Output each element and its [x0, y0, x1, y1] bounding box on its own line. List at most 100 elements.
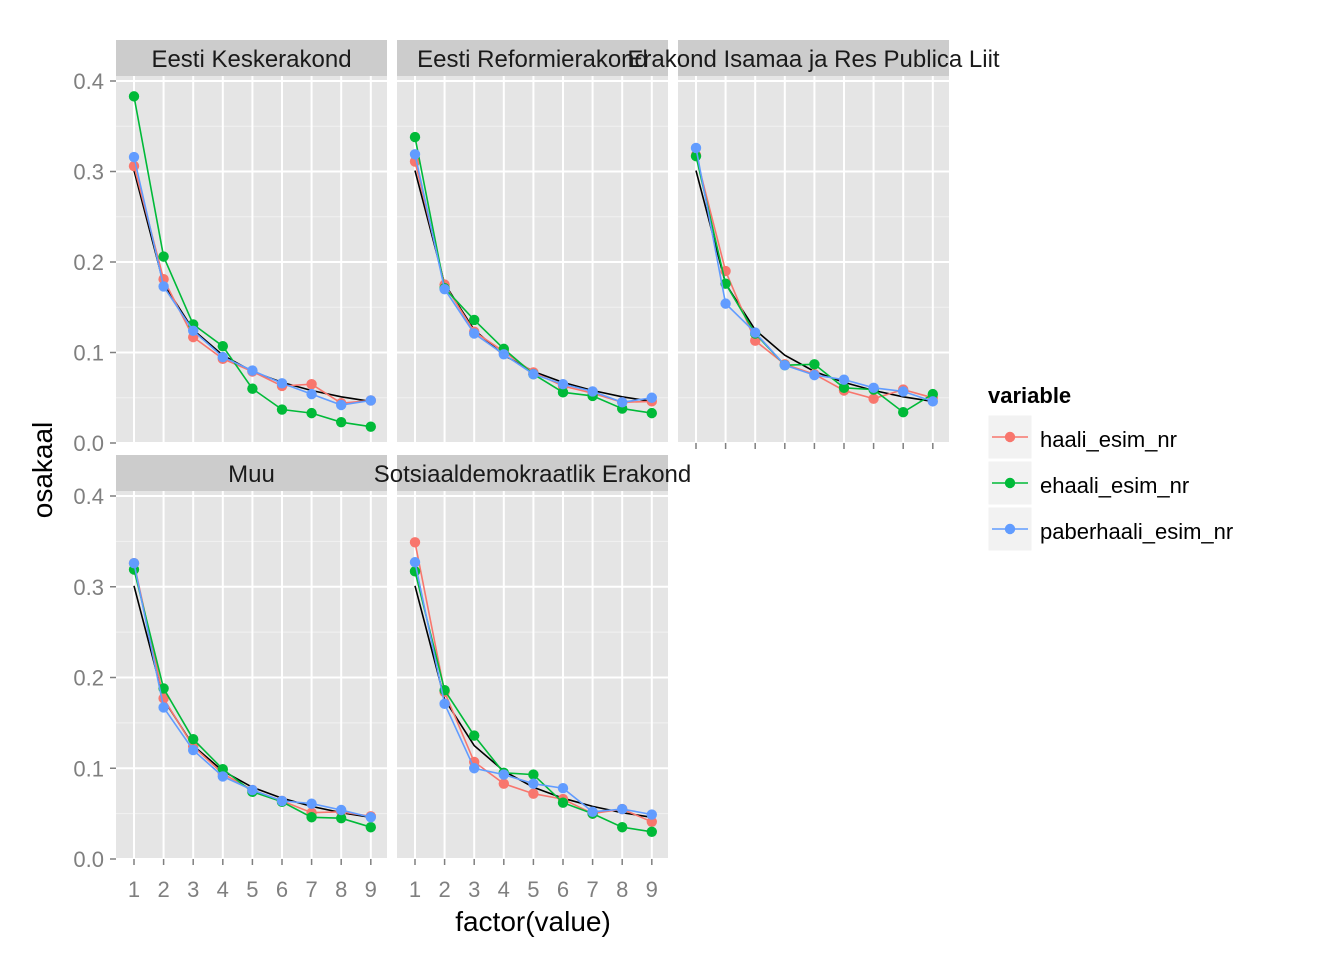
- data-point: [498, 769, 509, 780]
- data-point: [646, 816, 657, 827]
- data-point: [336, 812, 347, 824]
- legend-keys: [987, 414, 1033, 552]
- data-point: [469, 328, 480, 339]
- data-point: [587, 806, 598, 818]
- data-point: [409, 537, 421, 548]
- panel-sotsiaaldemokraatlik-erakond: Sotsiaaldemokraatlik Erakond: [374, 455, 692, 860]
- x-tick-label: 6: [276, 877, 288, 902]
- data-point: [439, 698, 450, 710]
- data-point: [927, 396, 938, 407]
- data-point: [617, 822, 628, 833]
- x-tick-label: 7: [586, 877, 598, 902]
- data-point: [838, 382, 850, 393]
- data-point: [365, 812, 376, 823]
- legend-key-ehaali-esim-nr: [987, 460, 1033, 506]
- legend-key-point: [1004, 431, 1016, 443]
- data-point: [498, 349, 509, 360]
- strip-label: Eesti Reformierakond: [417, 46, 648, 73]
- legend-label-ehaali: ehaali_esim_nr: [1040, 473, 1189, 498]
- data-point: [557, 797, 569, 808]
- x-tick-label: 2: [157, 877, 169, 902]
- data-point: [217, 771, 228, 782]
- legend-key-paberhaali-esim-nr: [987, 506, 1033, 552]
- data-point: [927, 388, 938, 400]
- data-point: [646, 826, 657, 837]
- panels-layer: Eesti Keskerakond Eesti ReformierakondEra…: [116, 40, 1000, 860]
- data-point: [128, 557, 140, 569]
- data-point: [409, 131, 421, 143]
- x-tick-label: 9: [646, 877, 658, 902]
- data-point: [276, 795, 288, 807]
- data-point: [306, 812, 317, 823]
- data-point: [365, 421, 376, 432]
- x-tick-label: 8: [335, 877, 347, 902]
- data-point: [276, 378, 288, 389]
- y-tick-label: 0.0: [73, 431, 104, 456]
- x-tick-label: 3: [187, 877, 199, 902]
- data-point: [469, 314, 480, 326]
- panel-muu: Muu: [116, 455, 387, 860]
- x-tick-label: 5: [527, 877, 539, 902]
- series-paberhaali-esim-nr: [128, 151, 376, 411]
- strip-label: Erakond Isamaa ja Res Publica Liit: [627, 46, 1000, 73]
- data-point: [898, 407, 909, 418]
- data-point: [750, 327, 761, 338]
- x-tick-label: 8: [616, 877, 628, 902]
- y-tick-label: 0.2: [73, 250, 104, 275]
- strip-label: Sotsiaaldemokraatlik Erakond: [374, 461, 692, 488]
- panel-eesti-reformierakond: Eesti Reformierakond: [397, 40, 668, 444]
- data-point: [587, 386, 598, 397]
- data-point: [365, 395, 376, 406]
- strip-background: [116, 40, 387, 76]
- series-paberhaali-esim-nr: [409, 557, 657, 820]
- legend: variable haali_esim_nr ehaali_esim_nr pa…: [987, 383, 1233, 552]
- data-point: [306, 388, 317, 400]
- series-paberhaali-esim-nr: [128, 557, 376, 823]
- data-point: [247, 383, 258, 394]
- data-point: [528, 769, 539, 780]
- data-point: [809, 359, 820, 370]
- legend-title: variable: [988, 383, 1071, 408]
- data-point: [838, 374, 850, 385]
- data-point: [217, 351, 228, 363]
- panel-erakond-isamaa-ja-res-publica-liit: Erakond Isamaa ja Res Publica Liit: [627, 40, 1000, 444]
- x-tick-label: 2: [438, 877, 450, 902]
- data-point: [498, 778, 509, 789]
- legend-label-paberhaali: paberhaali_esim_nr: [1040, 519, 1233, 544]
- data-point: [646, 809, 657, 820]
- data-point: [247, 365, 258, 376]
- data-point: [217, 763, 228, 775]
- data-point: [809, 369, 820, 381]
- x-tick-label: 5: [246, 877, 258, 902]
- data-point: [409, 557, 421, 568]
- x-tick-label: 3: [468, 877, 480, 902]
- data-point: [646, 392, 657, 403]
- data-point: [276, 404, 288, 415]
- strip-background: [397, 455, 668, 491]
- data-point: [528, 778, 539, 789]
- data-point: [617, 803, 628, 815]
- data-point: [557, 783, 569, 794]
- strip-label: Muu: [228, 461, 275, 488]
- y-tick-label: 0.2: [73, 666, 104, 691]
- series-paberhaali-esim-nr: [690, 142, 938, 407]
- y-tick-label: 0.3: [73, 160, 104, 185]
- data-point: [306, 798, 317, 809]
- data-point: [188, 325, 199, 336]
- x-tick-label: 1: [128, 877, 140, 902]
- y-tick-label: 0.1: [73, 341, 104, 366]
- data-point: [409, 566, 421, 577]
- x-tick-label: 9: [365, 877, 377, 902]
- x-axis-title: factor(value): [455, 906, 611, 937]
- data-point: [469, 763, 480, 774]
- strip-background: [678, 40, 949, 76]
- data-point: [868, 393, 879, 404]
- data-point: [439, 283, 450, 295]
- strip-background: [116, 455, 387, 491]
- y-tick-label: 0.1: [73, 756, 104, 781]
- x-tick-label: 6: [557, 877, 569, 902]
- y-tick-label: 0.4: [73, 484, 104, 509]
- series-paberhaali-esim-nr: [409, 149, 657, 408]
- data-point: [528, 369, 539, 380]
